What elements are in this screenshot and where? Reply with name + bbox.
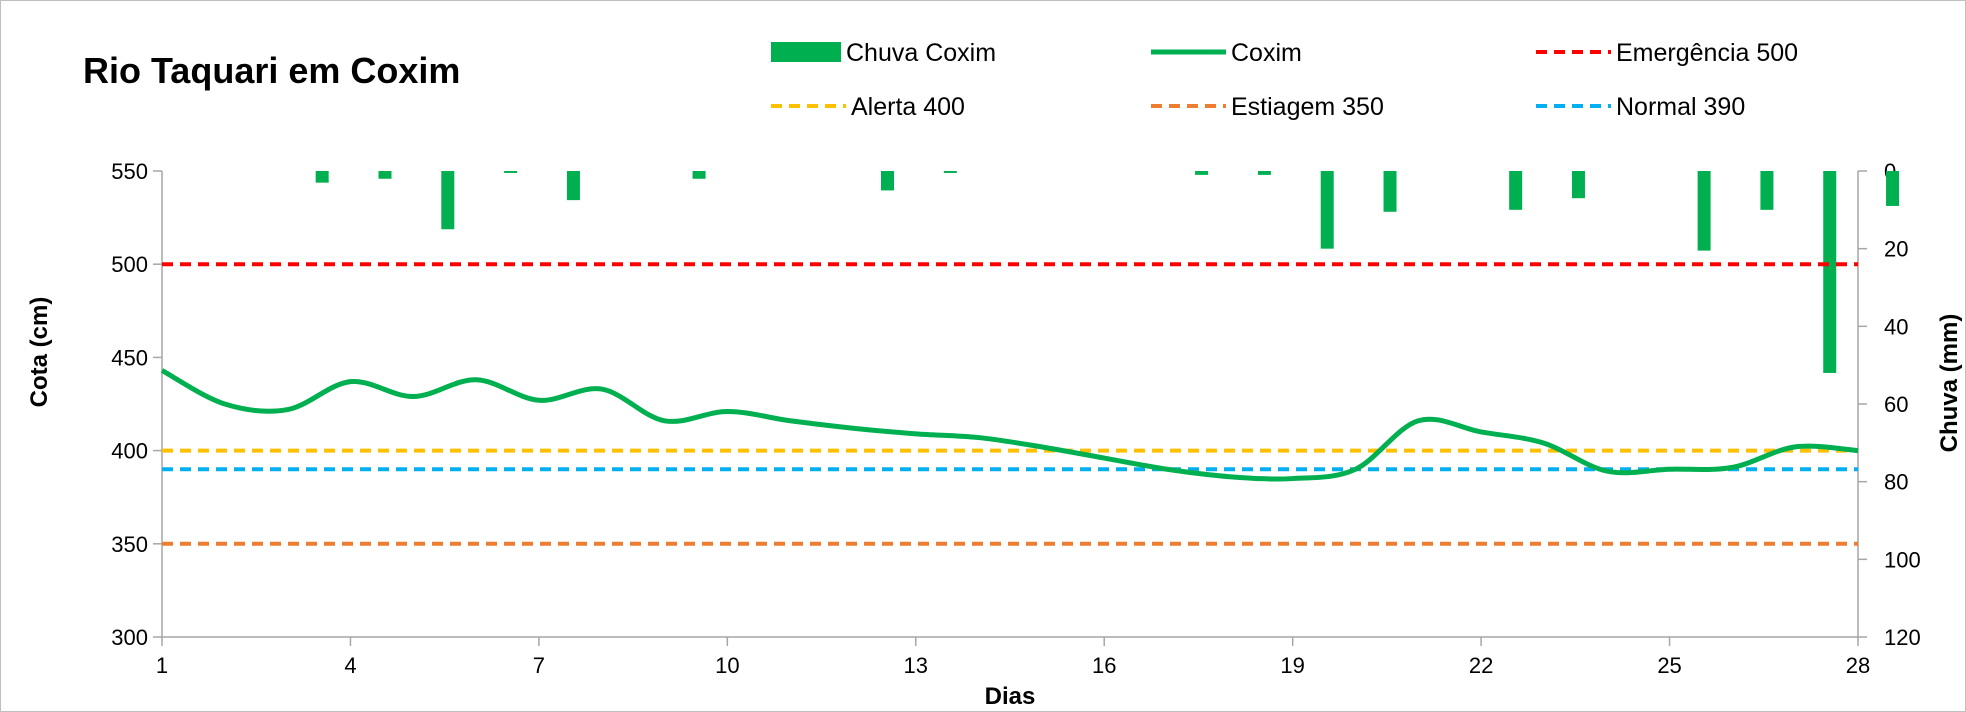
x-tick-label: 19 [1280,653,1304,678]
y-tick-label: 500 [111,252,148,277]
rain-bar [943,171,957,173]
rain-bar [1257,171,1271,175]
rain-bar [1509,171,1523,210]
x-tick-label: 1 [156,653,168,678]
chart-title: Rio Taquari em Coxim [83,50,460,91]
y-tick-label: 550 [111,159,148,184]
rain-bar [504,171,518,173]
legend: Chuva Coxim Coxim Emergência 500 Alerta 400… [771,39,1798,121]
x-tick-label: 10 [715,653,739,678]
legend-label: Estiagem 350 [1231,93,1384,121]
rain-bar [1383,171,1397,212]
x-tick-label: 7 [533,653,545,678]
x-axis-title: Dias [985,683,1036,710]
y2-tick-label: 100 [1884,547,1921,572]
y-tick-label: 300 [111,625,148,650]
legend-item-emergencia: Emergência 500 [1536,39,1798,67]
rain-bar [1195,171,1209,175]
x-tick-label: 28 [1846,653,1870,678]
x-tick-label: 22 [1469,653,1493,678]
rain-bar [1571,171,1585,199]
y-tick-label: 350 [111,532,148,557]
y2-tick-label: 80 [1884,470,1908,495]
rain-bar [566,171,580,201]
y2-tick-label: 120 [1884,625,1921,650]
y2-tick-label: 60 [1884,392,1908,417]
rain-bar [315,171,329,183]
y-tick-label: 400 [111,439,148,464]
y-axis-title: Cota (cm) [26,297,53,408]
x-tick-label: 16 [1092,653,1116,678]
y-tick-label: 450 [111,345,148,370]
rain-bar [1886,171,1900,206]
legend-label: Chuva Coxim [846,39,996,67]
legend-label: Coxim [1231,39,1302,67]
x-tick-label: 4 [344,653,356,678]
x-tick-label: 25 [1657,653,1681,678]
legend-item-coxim: Coxim [1151,39,1302,67]
legend-item-normal: Normal 390 [1536,93,1745,121]
legend-item-chuva: Chuva Coxim [771,39,996,67]
rain-bar [378,171,392,179]
x-tick-label: 13 [904,653,928,678]
rain-bar [692,171,706,179]
legend-item-estiagem: Estiagem 350 [1151,93,1384,121]
legend-item-alerta: Alerta 400 [771,93,965,121]
legend-swatch-bar [771,42,841,62]
rain-bar [881,171,895,191]
rain-bar [1760,171,1774,210]
plot-area: 3003504004505005500204060801001201471013… [111,159,1920,678]
legend-label: Alerta 400 [851,93,965,121]
y2-axis-title: Chuva (mm) [1936,314,1963,453]
coxim-level-line [160,368,1859,482]
rain-bar [441,171,455,230]
legend-label: Emergência 500 [1616,39,1798,67]
legend-label: Normal 390 [1616,93,1745,121]
y2-tick-label: 40 [1884,314,1908,339]
y2-tick-label: 20 [1884,237,1908,262]
rain-bar [1823,171,1837,373]
rain-bar [1697,171,1711,251]
rain-bar [1320,171,1334,249]
